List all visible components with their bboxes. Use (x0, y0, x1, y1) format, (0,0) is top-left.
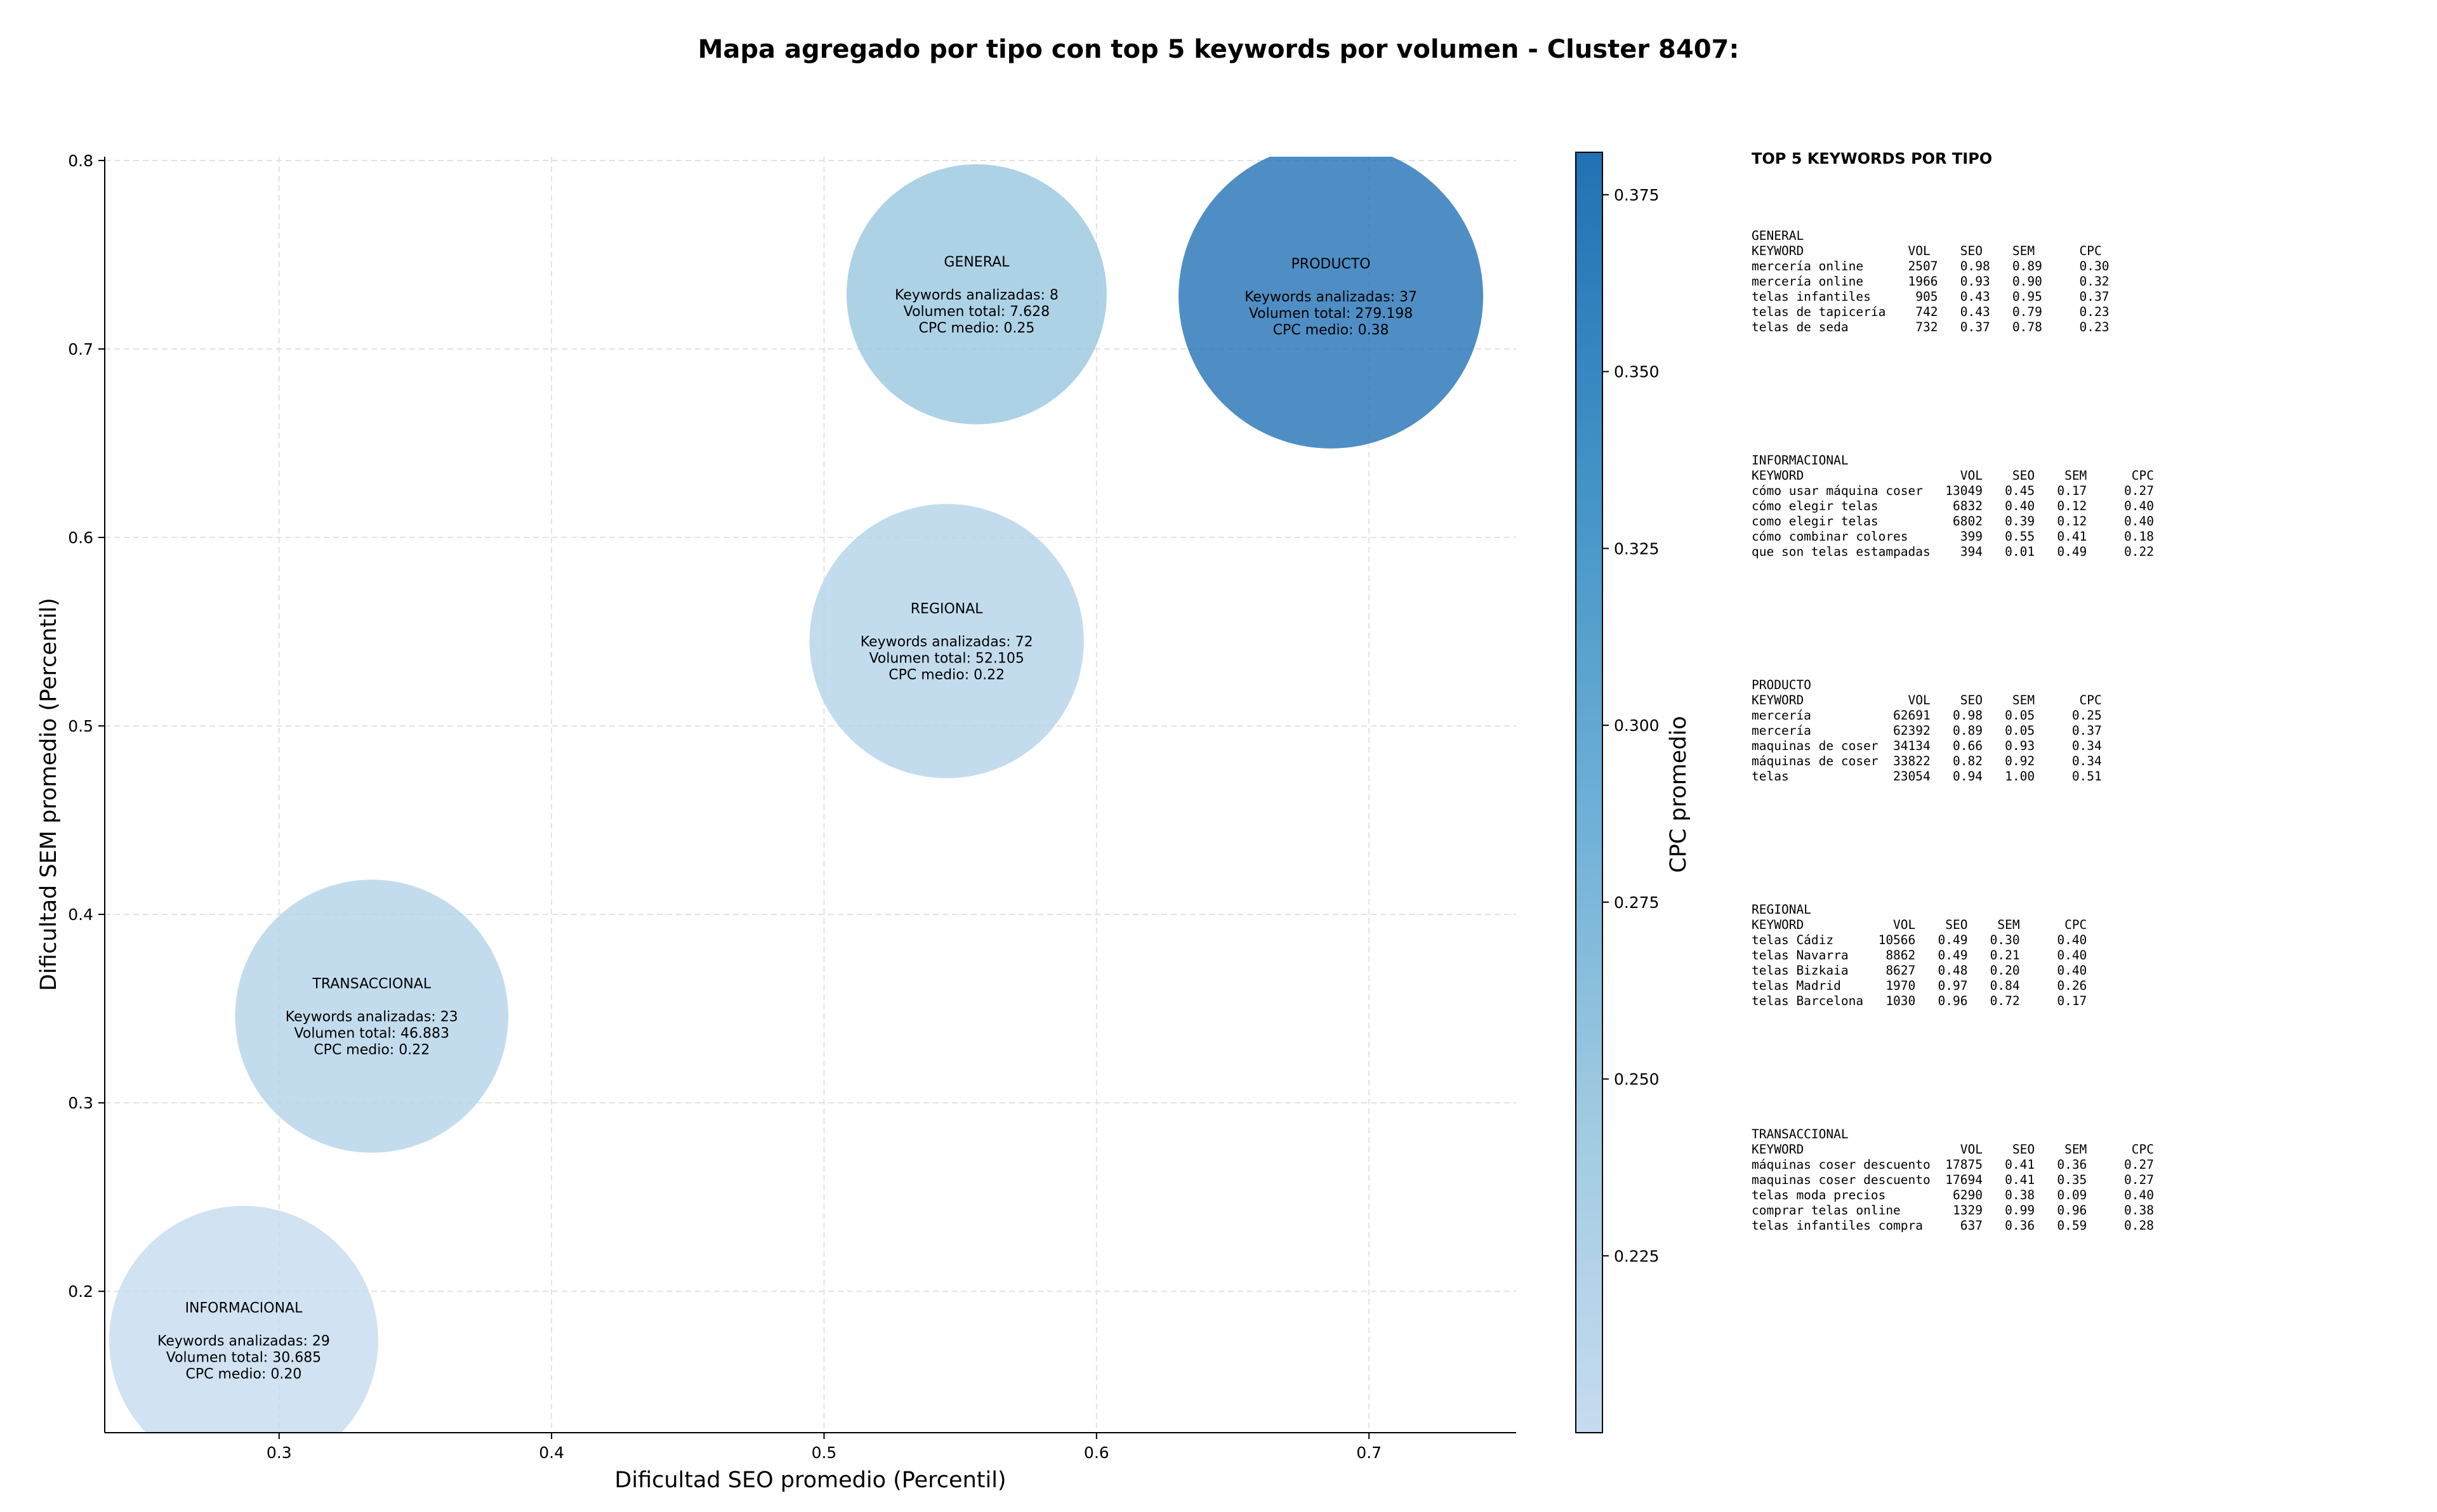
colorbar-tick-label: 0.225 (1614, 1247, 1660, 1265)
bubble-label: GENERAL (944, 254, 1010, 270)
colorbar-tick-label: 0.300 (1614, 716, 1660, 735)
bubble-label: CPC medio: 0.25 (918, 320, 1034, 336)
bubble-label: CPC medio: 0.22 (888, 667, 1005, 683)
bubble-label: CPC medio: 0.22 (314, 1042, 430, 1058)
bubble-label: Keywords analizadas: 72 (861, 634, 1033, 650)
y-tick-label: 0.4 (68, 905, 93, 924)
bubble-label: Keywords analizadas: 8 (895, 287, 1059, 303)
keywords-side-panel: TOP 5 KEYWORDS POR TIPO GENERAL KEYWORD … (1752, 150, 2424, 1233)
bubble-label: PRODUCTO (1291, 256, 1371, 272)
x-tick-label: 0.5 (812, 1443, 837, 1462)
y-tick-label: 0.5 (68, 717, 93, 735)
x-tick-label: 0.7 (1356, 1443, 1382, 1462)
side-panel-title: TOP 5 KEYWORDS POR TIPO (1752, 150, 1993, 168)
colorbar-tick-label: 0.325 (1614, 539, 1660, 558)
bubble-label: Keywords analizadas: 29 (157, 1333, 330, 1349)
bubble-regional (809, 504, 1084, 779)
bubble-label: Volumen total: 30.685 (166, 1350, 321, 1365)
colorbar-label: CPC promedio (1666, 716, 1691, 872)
keyword-table-general: GENERAL KEYWORD VOL SEO SEM CPC mercería… (1752, 228, 2110, 334)
colorbar-ticks: 0.225 0.250 0.275 0.300 0.325 0.350 0.375 (1602, 186, 1660, 1265)
keyword-table-informacional: INFORMACIONAL KEYWORD VOL SEO SEM CPC có… (1752, 453, 2154, 559)
bubble-label: Volumen total: 279.198 (1249, 306, 1413, 322)
axes: 0.3 0.4 0.5 0.6 0.7 0.2 0.3 0.4 0.5 0.6 0.7 0.8 (68, 152, 1516, 1462)
keyword-table-regional: REGIONAL KEYWORD VOL SEO SEM CPC telas C… (1752, 902, 2087, 1008)
x-tick-label: 0.3 (267, 1443, 292, 1462)
colorbar-tick-label: 0.275 (1614, 893, 1660, 912)
bubble-label: CPC medio: 0.20 (186, 1366, 302, 1382)
bubble-general (846, 164, 1107, 424)
keyword-table-transaccional: TRANSACCIONAL KEYWORD VOL SEO SEM CPC má… (1752, 1127, 2154, 1233)
bubble-layer (109, 157, 1483, 1433)
bubble-producto (1179, 157, 1483, 449)
colorbar-gradient (1575, 152, 1603, 1433)
bubble-label: INFORMACIONAL (185, 1300, 303, 1316)
colorbar: 0.225 0.250 0.275 0.300 0.325 0.350 0.375 CPC … (1575, 152, 1691, 1433)
y-tick-label: 0.8 (68, 152, 93, 170)
bubble-label: TRANSACCIONAL (312, 976, 431, 992)
bubble-label: Volumen total: 52.105 (869, 650, 1024, 666)
y-axis-label: Dificultad SEM promedio (Percentil) (36, 598, 62, 991)
y-tick-label: 0.2 (68, 1282, 93, 1301)
keyword-table-producto: PRODUCTO KEYWORD VOL SEO SEM CPC mercerí… (1752, 678, 2102, 784)
bubble-label: Volumen total: 7.628 (904, 304, 1050, 320)
colorbar-tick-label: 0.250 (1614, 1070, 1660, 1089)
chart-title: Mapa agregado por tipo con top 5 keyword… (697, 35, 1740, 64)
x-axis-label: Dificultad SEO promedio (Percentil) (614, 1468, 1006, 1493)
colorbar-tick-label: 0.375 (1614, 186, 1660, 204)
bubble-label: Keywords analizadas: 37 (1245, 289, 1417, 305)
bubble-label: REGIONAL (911, 601, 984, 617)
y-tick-label: 0.7 (68, 340, 93, 358)
bubble-informacional (109, 1206, 378, 1433)
bubble-label: CPC medio: 0.38 (1273, 322, 1389, 338)
colorbar-tick-label: 0.350 (1614, 363, 1660, 381)
y-tick-label: 0.6 (68, 529, 93, 547)
bubble-label: Volumen total: 46.883 (294, 1026, 449, 1042)
x-tick-label: 0.4 (539, 1443, 564, 1462)
x-tick-label: 0.6 (1084, 1443, 1109, 1462)
bubble-label: Keywords analizadas: 23 (286, 1009, 458, 1025)
y-tick-label: 0.3 (68, 1094, 93, 1112)
bubble-transaccional (235, 879, 508, 1153)
